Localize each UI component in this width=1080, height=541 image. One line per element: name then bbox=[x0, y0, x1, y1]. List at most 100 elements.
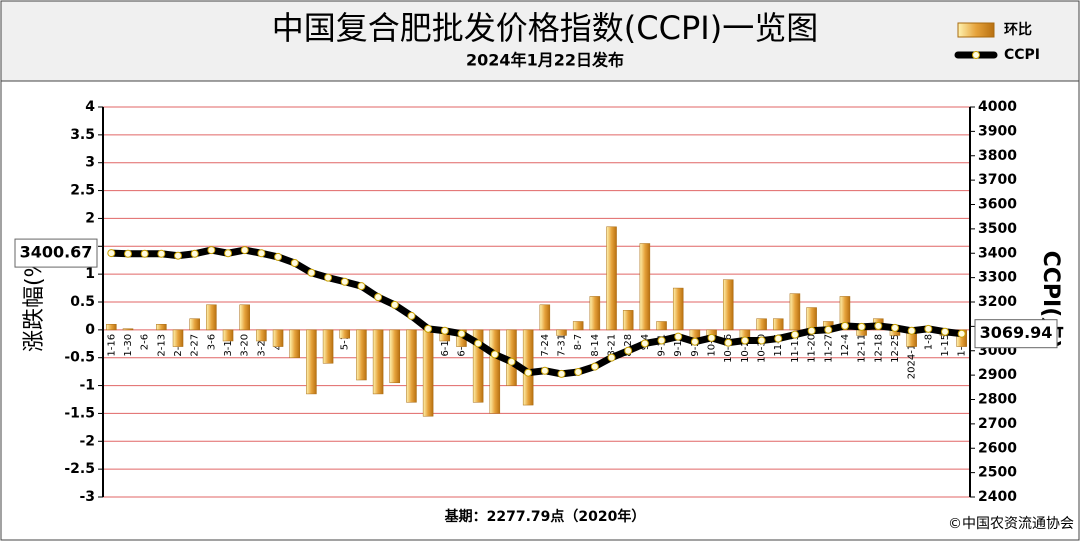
y-tick-label: 0.5 bbox=[70, 294, 95, 310]
bar bbox=[756, 318, 767, 331]
x-tick-label: 10-30 bbox=[757, 334, 768, 363]
line-point bbox=[157, 249, 166, 258]
x-tick-label: 12-25 bbox=[890, 334, 901, 363]
footnote: 基期：2277.79点（2020年） bbox=[445, 508, 646, 525]
y-tick-label: 1 bbox=[85, 266, 95, 282]
x-tick-label: 9-11 bbox=[657, 334, 668, 357]
x-tick-label: 6-12 bbox=[440, 334, 451, 357]
x-tick-label: 12-4 bbox=[840, 334, 851, 357]
bar bbox=[306, 329, 317, 395]
line-point bbox=[174, 251, 183, 260]
x-tick-label: 2-27 bbox=[190, 334, 201, 357]
value-label: 3400.67 bbox=[20, 243, 93, 262]
bar bbox=[572, 321, 584, 331]
x-tick-label: 12-18 bbox=[873, 334, 884, 363]
x-tick-label: 2-6 bbox=[140, 334, 151, 350]
x-tick-label: 2024-1-1 bbox=[907, 334, 918, 379]
y-tick-label: 3.5 bbox=[70, 127, 95, 143]
y2-tick-label: 3400 bbox=[978, 245, 1017, 261]
y2-tick-label: 3700 bbox=[978, 172, 1017, 188]
line-point bbox=[707, 333, 716, 342]
line-point bbox=[957, 329, 966, 338]
bar bbox=[472, 329, 484, 403]
bar bbox=[422, 329, 434, 417]
chart-title: 中国复合肥批发价格指数(CCPI)一览图 bbox=[272, 9, 818, 47]
bar bbox=[156, 324, 167, 331]
source: ©中国农资流通协会 bbox=[948, 516, 1074, 532]
y-tick-label: -2.5 bbox=[64, 461, 95, 477]
bar bbox=[356, 329, 367, 381]
y-tick-label: 3 bbox=[85, 155, 95, 171]
line-point bbox=[940, 327, 949, 336]
y2-tick-label: 2500 bbox=[978, 465, 1017, 481]
line-point bbox=[124, 249, 133, 258]
bar bbox=[539, 304, 551, 331]
x-tick-label: 10-16 bbox=[723, 334, 734, 363]
x-tick-label: 3-13 bbox=[223, 334, 234, 357]
chart-subtitle: 2024年1月22日发布 bbox=[466, 51, 624, 70]
bar bbox=[289, 329, 300, 358]
x-tick-label: 3-27 bbox=[256, 334, 267, 357]
line-point bbox=[724, 338, 733, 347]
line-point bbox=[374, 293, 383, 302]
line-point bbox=[257, 249, 266, 258]
y2-tick-label: 3600 bbox=[978, 197, 1017, 213]
line-point bbox=[440, 326, 449, 335]
bar bbox=[789, 293, 801, 331]
y2-tick-label: 2600 bbox=[978, 440, 1017, 456]
line-point bbox=[674, 332, 683, 341]
line-point bbox=[624, 346, 633, 355]
y2-tick-label: 2900 bbox=[978, 367, 1017, 383]
bar bbox=[806, 307, 817, 331]
x-tick-label: 12-11 bbox=[857, 334, 868, 363]
line bbox=[111, 246, 963, 378]
y2-tick-label: 2400 bbox=[978, 489, 1017, 505]
line-point bbox=[240, 246, 249, 255]
line-point bbox=[107, 249, 116, 258]
bar bbox=[556, 329, 567, 336]
line-point bbox=[274, 252, 283, 261]
x-tick-label: 8-7 bbox=[573, 334, 584, 350]
line-point bbox=[824, 325, 833, 334]
bar bbox=[339, 329, 351, 339]
bar bbox=[406, 329, 417, 403]
x-tick-label: 1-15 bbox=[940, 334, 951, 357]
y-tick-label: 2 bbox=[85, 210, 95, 226]
bar bbox=[322, 329, 334, 364]
legend-swatch bbox=[957, 22, 995, 38]
bar bbox=[589, 296, 601, 331]
line-point bbox=[324, 273, 333, 282]
x-tick-label: 11-27 bbox=[823, 334, 834, 363]
line-point bbox=[690, 337, 699, 346]
bar bbox=[372, 329, 384, 395]
line-point bbox=[140, 249, 149, 258]
bar bbox=[222, 329, 234, 342]
x-tick-label: 11-13 bbox=[790, 334, 801, 363]
x-tick-label: 3-20 bbox=[240, 334, 251, 357]
y-tick-label: -2 bbox=[79, 433, 95, 449]
line-point bbox=[540, 366, 549, 375]
bar bbox=[639, 243, 651, 331]
line-point bbox=[457, 329, 466, 338]
y2-tick-label: 3300 bbox=[978, 270, 1017, 286]
line-point bbox=[590, 362, 599, 371]
x-tick-label: 11-6 bbox=[773, 334, 784, 357]
bar bbox=[622, 310, 634, 331]
line-point bbox=[524, 368, 533, 377]
x-tick-label: 8-21 bbox=[607, 334, 618, 357]
header bbox=[0, 0, 1080, 82]
line-point bbox=[807, 326, 816, 335]
line-point bbox=[507, 357, 516, 366]
x-tick-label: 8-28 bbox=[623, 334, 634, 357]
value-label-box bbox=[974, 319, 1058, 349]
line-point bbox=[840, 321, 849, 330]
bar bbox=[206, 304, 217, 331]
bar bbox=[272, 329, 284, 347]
y-tick-label: 0 bbox=[85, 322, 95, 338]
line-point bbox=[640, 339, 649, 348]
x-tick-label: 10-23 bbox=[740, 334, 751, 363]
line-point bbox=[607, 353, 616, 362]
y2-tick-label: 3500 bbox=[978, 221, 1017, 237]
